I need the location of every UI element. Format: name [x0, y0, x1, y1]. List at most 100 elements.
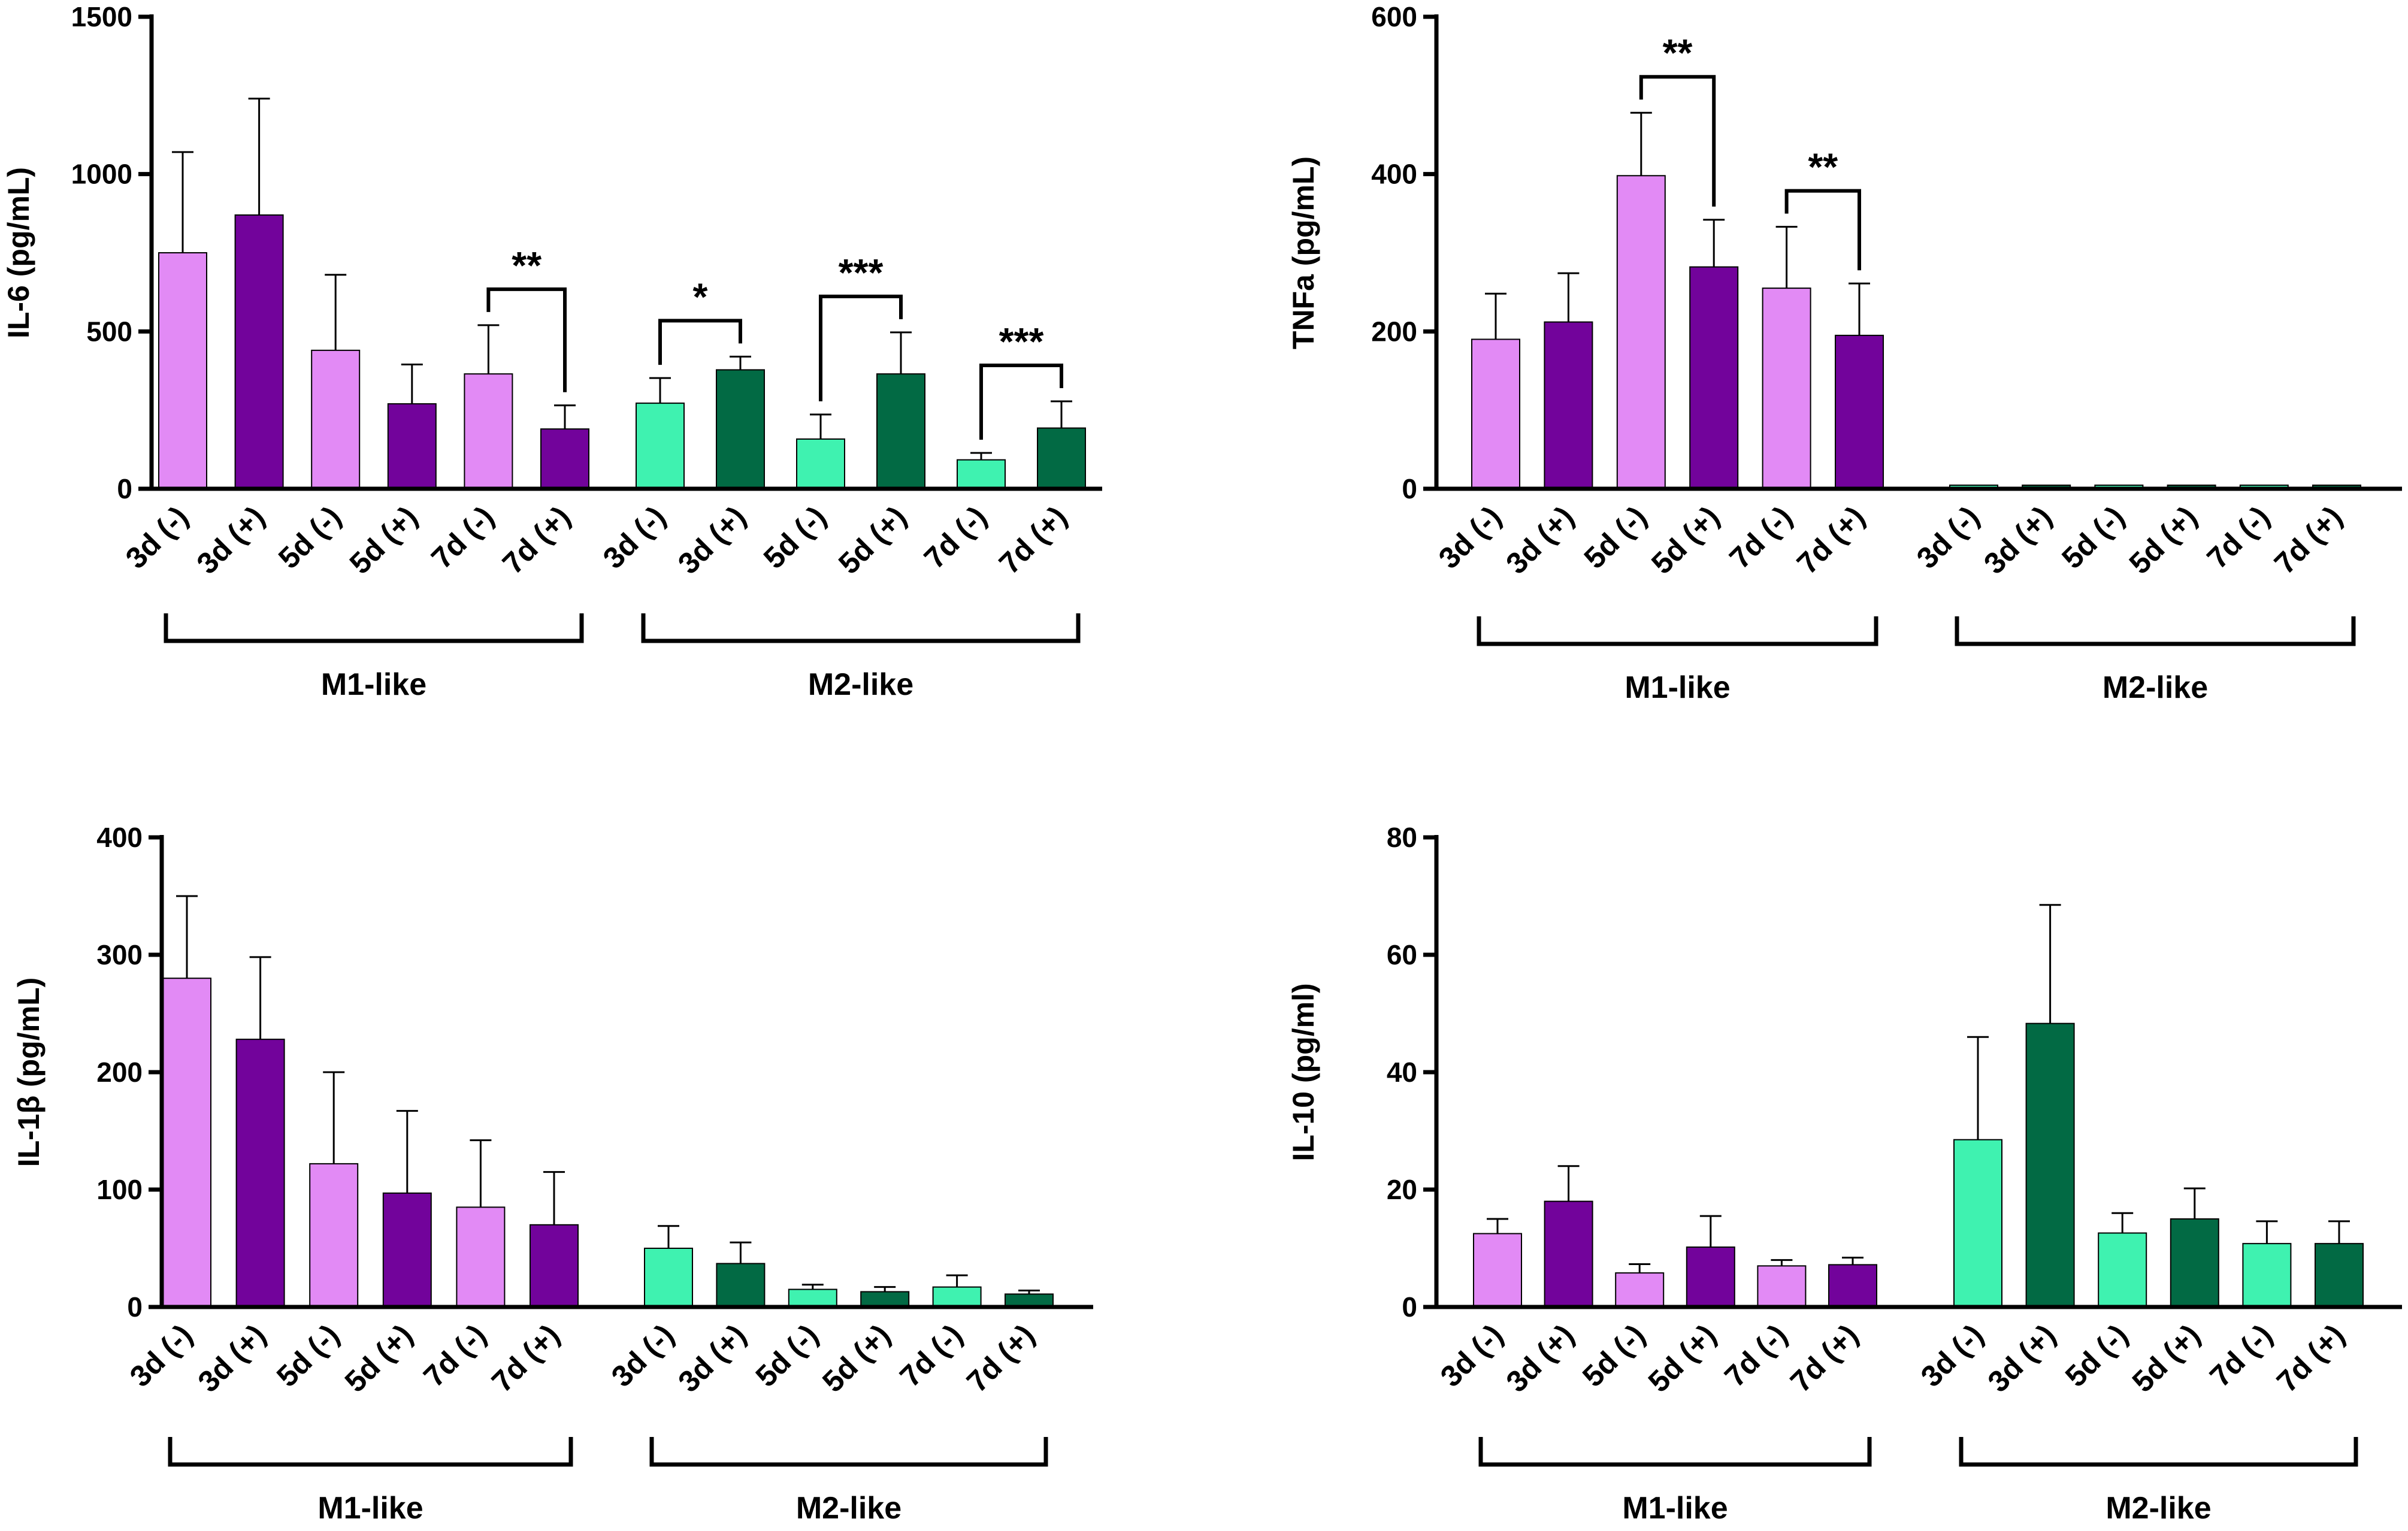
group-bracket	[168, 1437, 573, 1467]
bar	[716, 1263, 766, 1308]
y-tick-label: 0	[127, 1291, 143, 1323]
category-label: 7d (+)	[993, 500, 1073, 580]
y-axis-label: IL-6 (pg/mL)	[2, 167, 35, 338]
category-label: 5d (-)	[749, 1318, 825, 1393]
category-label: 5d (+)	[1645, 500, 1726, 580]
category-label: 5d (-)	[270, 1318, 346, 1393]
group-bracket	[641, 613, 1081, 643]
category-label: 3d (+)	[1977, 500, 2058, 580]
category-label: 3d (+)	[191, 1318, 272, 1399]
category-label: 7d (-)	[2203, 1318, 2279, 1393]
category-label: 5d (+)	[832, 500, 913, 580]
bar	[2098, 1232, 2147, 1308]
bar	[540, 428, 589, 489]
significance-label: ***	[839, 251, 884, 294]
y-tick-label: 200	[96, 1057, 143, 1088]
y-tick-label: 0	[117, 473, 132, 504]
y-tick-label: 400	[96, 822, 143, 853]
y-tick-label: 80	[1387, 822, 1417, 853]
bar	[1471, 338, 1520, 490]
group-label: M1-like	[1622, 1491, 1728, 1526]
category-label: 7d (-)	[1718, 1318, 1793, 1393]
significance-label: **	[1808, 146, 1838, 189]
bar	[932, 1286, 982, 1308]
y-tick-label: 1500	[71, 1, 132, 32]
category-label: 7d (-)	[918, 500, 993, 575]
bar	[1762, 288, 1811, 489]
significance-bracket	[486, 287, 567, 392]
category-label: 3d (-)	[119, 500, 195, 575]
bar	[1473, 1233, 1522, 1308]
category-label: 7d (+)	[2268, 500, 2349, 580]
y-tick-label: 20	[1387, 1174, 1417, 1205]
group-bracket	[164, 613, 584, 643]
group-label: M2-like	[2103, 670, 2208, 705]
category-label: 3d (+)	[1499, 500, 1580, 580]
group-label: M1-like	[317, 1491, 423, 1526]
y-tick-label: 200	[1371, 316, 1417, 347]
category-label: 5d (-)	[2055, 500, 2131, 575]
group-bracket	[1959, 1437, 2358, 1467]
category-label: 7d (-)	[425, 500, 500, 575]
significance-label: ***	[999, 320, 1044, 363]
y-tick-label: 0	[1402, 1291, 1417, 1323]
category-label: 5d (+)	[2126, 1318, 2207, 1399]
bar	[382, 1192, 432, 1308]
y-axis-label: IL-1β (pg/mL)	[12, 978, 46, 1167]
bar	[1615, 1272, 1665, 1308]
y-axis-label: IL-10 (pg/ml)	[1287, 983, 1320, 1161]
category-label: 3d (+)	[1981, 1318, 2062, 1399]
group-label: M1-like	[1625, 670, 1730, 705]
bar	[644, 1248, 693, 1308]
category-label: 7d (+)	[2270, 1318, 2351, 1399]
significance-bracket	[1639, 75, 1716, 207]
category-label: 5d (-)	[272, 500, 347, 575]
y-tick-label: 100	[96, 1174, 143, 1205]
group-label: M2-like	[2106, 1491, 2211, 1526]
bar	[2242, 1243, 2292, 1308]
bar	[1037, 427, 1086, 489]
y-tick-label: 0	[1402, 473, 1417, 504]
category-label: 3d (-)	[1432, 500, 1508, 575]
category-label: 3d (-)	[1434, 1318, 1509, 1393]
bar	[957, 459, 1006, 489]
bar	[788, 1288, 837, 1308]
significance-bracket	[979, 363, 1063, 440]
category-label: 7d (+)	[496, 500, 577, 580]
category-label: 5d (-)	[1578, 500, 1653, 575]
bar	[1835, 334, 1884, 490]
bar	[234, 214, 284, 489]
bar	[235, 1039, 285, 1308]
bar	[530, 1224, 579, 1308]
category-label: 3d (-)	[597, 500, 672, 575]
bar	[1686, 1246, 1735, 1308]
category-label: 5d (+)	[2122, 500, 2203, 580]
group-label: M2-like	[808, 667, 913, 702]
category-label: 5d (-)	[757, 500, 833, 575]
bar	[1544, 321, 1593, 489]
category-label: 7d (+)	[960, 1318, 1041, 1399]
category-label: 7d (+)	[1790, 500, 1871, 580]
category-label: 7d (+)	[485, 1318, 566, 1399]
category-label: 3d (+)	[671, 1318, 752, 1399]
category-label: 5d (+)	[338, 1318, 419, 1399]
bar	[456, 1206, 506, 1308]
category-label: 7d (+)	[1784, 1318, 1865, 1399]
bar	[464, 373, 513, 490]
bar	[1757, 1265, 1807, 1308]
significance-bracket	[658, 319, 742, 365]
category-label: 3d (-)	[1914, 1318, 1990, 1393]
category-label: 3d (-)	[1910, 500, 1986, 575]
y-tick-label: 1000	[71, 159, 132, 190]
y-tick-label: 300	[96, 939, 143, 970]
category-label: 5d (-)	[1576, 1318, 1651, 1393]
group-bracket	[1478, 1437, 1872, 1467]
bar	[1953, 1139, 2002, 1308]
y-tick-label: 40	[1387, 1057, 1417, 1088]
group-label: M2-like	[796, 1491, 902, 1526]
category-label: 3d (+)	[1499, 1318, 1580, 1399]
group-bracket	[649, 1437, 1048, 1467]
significance-label: **	[512, 244, 542, 287]
